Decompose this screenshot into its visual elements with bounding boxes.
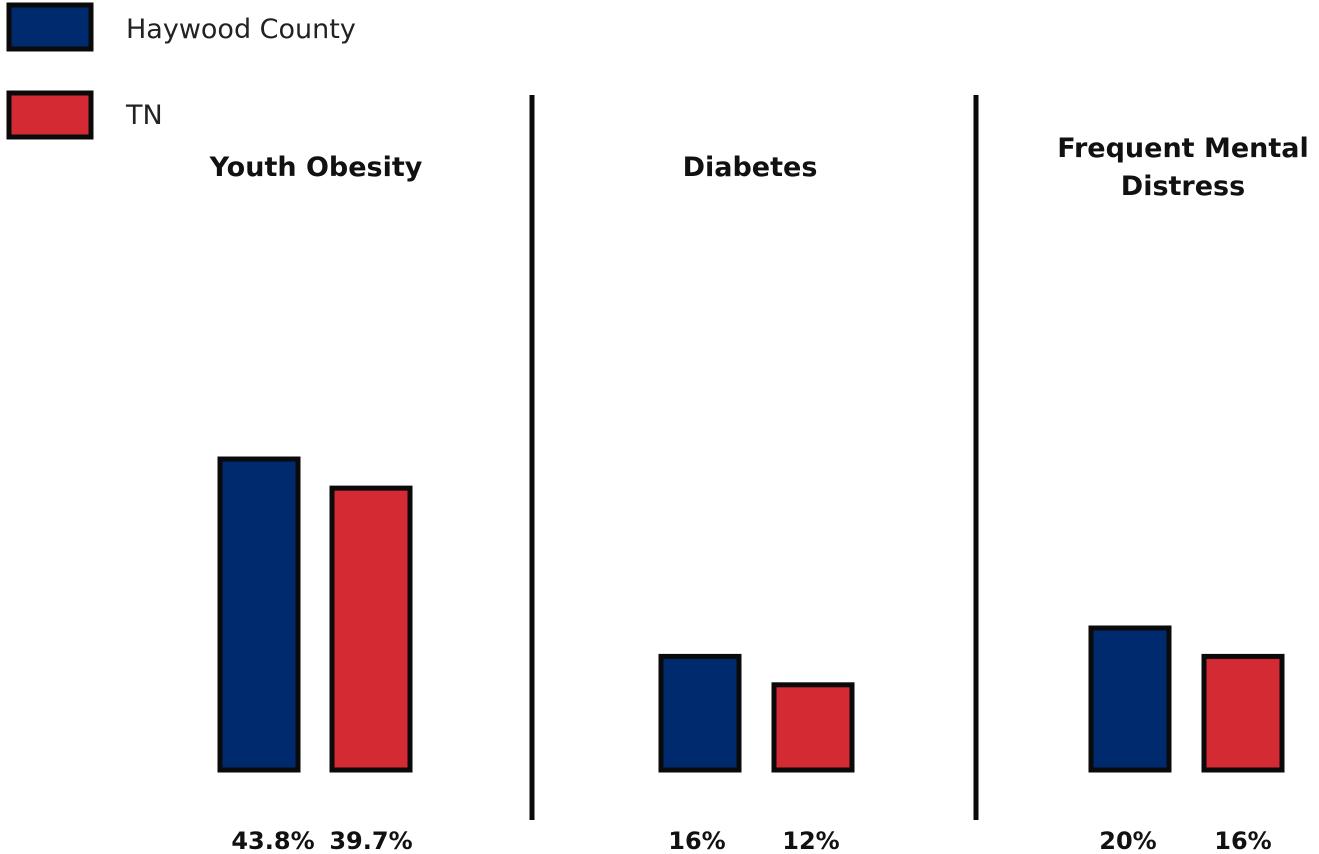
legend-swatch-tn [6,90,94,140]
value-label-haywood-county: 43.8% [231,827,314,854]
bar-tn [1201,653,1285,773]
panel-diabetes: Diabetes 16% 12% [658,152,855,854]
legend-label-tn: TN [125,100,163,131]
value-label-haywood-county: 16% [668,827,725,854]
bar-tn [329,485,413,773]
bar-haywood-county [1088,625,1172,773]
panel-title: Youth Obesity [209,152,423,183]
panel-title: Diabetes [683,152,818,183]
value-label-tn: 39.7% [329,827,412,854]
bar-tn [771,682,855,773]
legend-swatch-haywood-county [6,2,94,52]
legend: Haywood County TN [6,2,356,140]
value-label-tn: 12% [782,827,839,854]
value-label-tn: 16% [1214,827,1271,854]
value-label-haywood-county: 20% [1099,827,1156,854]
panel-youth-obesity: Youth Obesity 43.8% 39.7% [209,152,423,854]
panel-frequent-mental-distress: Frequent Mental Distress 20% 16% [1057,133,1309,854]
bar-haywood-county [217,456,301,773]
panel-title: Distress [1121,171,1245,202]
bar-haywood-county [658,653,742,773]
legend-label-haywood-county: Haywood County [126,14,356,45]
panel-title: Frequent Mental [1057,133,1309,164]
